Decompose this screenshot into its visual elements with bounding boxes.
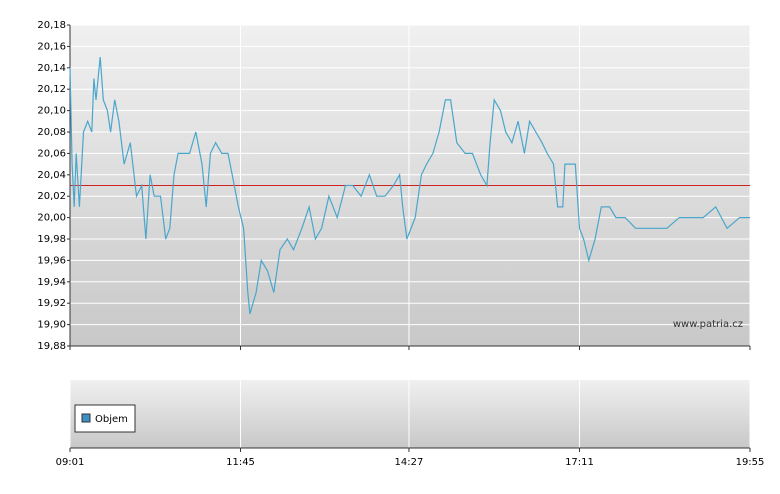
y-tick-label: 20,16 (37, 41, 66, 52)
x-tick-label: 17:11 (565, 457, 594, 468)
y-tick-label: 20,00 (37, 213, 66, 224)
volume-panel (70, 380, 750, 448)
y-tick-label: 20,12 (37, 84, 66, 95)
y-tick-label: 20,06 (37, 148, 66, 159)
y-tick-label: 20,18 (37, 20, 66, 31)
legend-label: Objem (95, 414, 128, 425)
watermark: www.patria.cz (673, 319, 743, 330)
y-tick-label: 19,92 (37, 298, 66, 309)
y-tick-label: 19,90 (37, 320, 66, 331)
x-tick-label: 19:55 (736, 457, 765, 468)
y-tick-label: 19,98 (37, 234, 66, 245)
y-tick-label: 19,94 (37, 277, 66, 288)
grid (69, 24, 751, 448)
y-tick-label: 20,08 (37, 127, 66, 138)
x-tick-label: 11:45 (226, 457, 255, 468)
y-tick-label: 19,96 (37, 255, 66, 266)
price-line (69, 57, 750, 315)
y-tick-label: 20,04 (37, 170, 66, 181)
x-tick-label: 09:01 (56, 457, 85, 468)
legend-swatch (81, 413, 91, 423)
y-tick-label: 20,14 (37, 63, 66, 74)
y-tick-label: 20,10 (37, 106, 66, 117)
y-tick-label: 19,88 (37, 341, 66, 352)
x-tick-label: 14:27 (395, 457, 424, 468)
y-tick-label: 20,02 (37, 191, 66, 202)
